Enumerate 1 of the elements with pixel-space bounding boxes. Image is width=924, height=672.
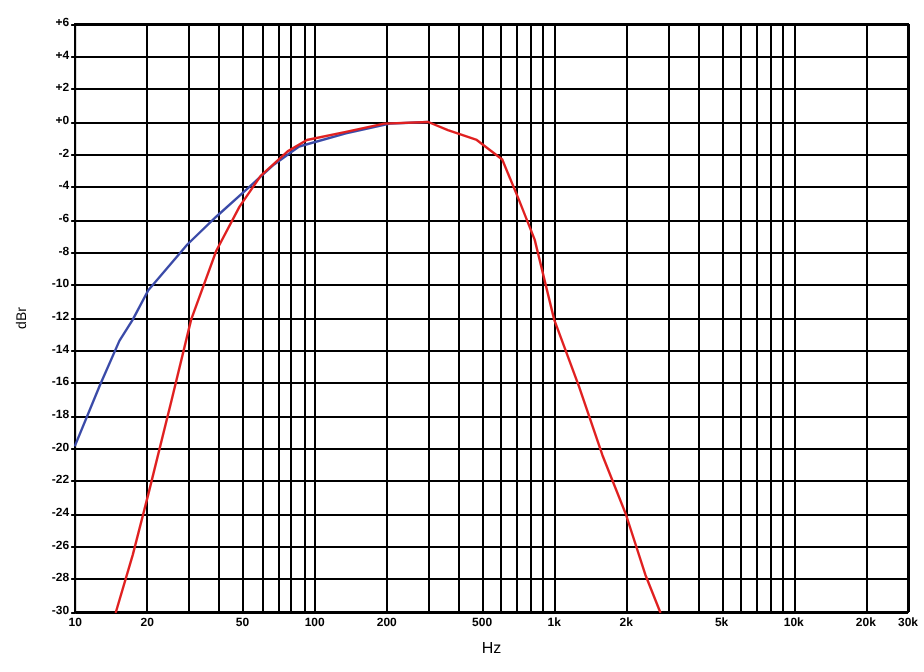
x-axis-title: Hz — [481, 639, 502, 657]
